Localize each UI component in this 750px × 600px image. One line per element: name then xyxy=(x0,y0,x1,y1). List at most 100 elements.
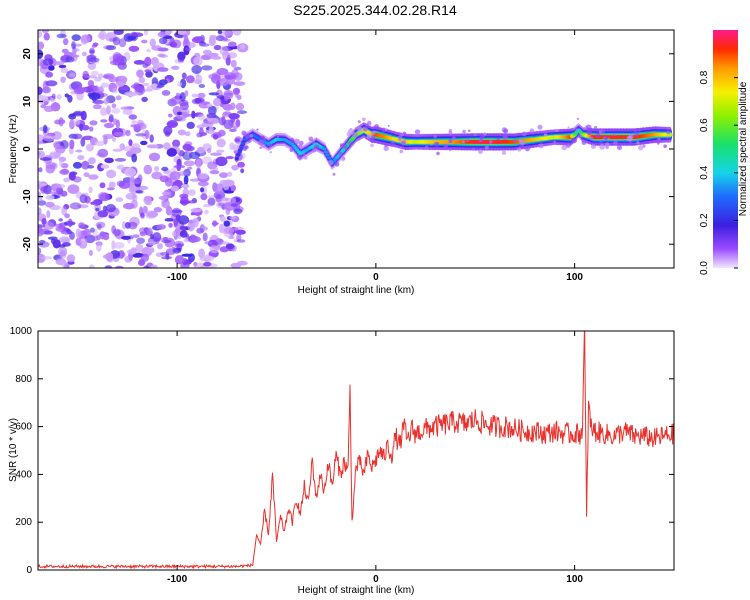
noise-blob xyxy=(209,170,220,175)
ridge-speckle xyxy=(479,138,483,143)
colorbar-tick-label: 0.6 xyxy=(699,118,710,132)
noise-blob xyxy=(126,92,139,97)
noise-blob xyxy=(73,119,81,125)
noise-blob xyxy=(85,143,94,152)
noise-blob xyxy=(105,252,114,262)
snr-x-axis-label: Height of straight line (km) xyxy=(298,585,415,596)
noise-blob xyxy=(52,223,64,227)
noise-blob xyxy=(219,216,226,222)
noise-blob xyxy=(52,152,61,157)
noise-blob xyxy=(208,195,215,199)
noise-blob xyxy=(161,239,172,243)
noise-blob xyxy=(120,106,128,110)
ridge-speckle xyxy=(555,128,559,132)
noise-blob xyxy=(89,126,94,132)
noise-blob xyxy=(112,118,118,125)
ridge-speckle xyxy=(433,134,438,139)
colorbar: 0.0 0.2 0.4 0.6 0.8 Normalized spectral ampl… xyxy=(699,30,749,275)
ridge-speckle xyxy=(461,140,465,144)
noise-blob xyxy=(97,86,104,94)
noise-blob xyxy=(166,121,178,127)
ridge-speckle xyxy=(248,140,251,143)
noise-blob xyxy=(232,87,241,95)
noise-blob xyxy=(236,260,248,266)
noise-blob xyxy=(212,134,219,140)
noise-blob xyxy=(53,61,65,66)
y-tick-label: 0 xyxy=(22,146,33,152)
noise-blob xyxy=(60,168,69,175)
noise-blob xyxy=(179,193,189,199)
ridge-speckle xyxy=(399,147,403,150)
noise-blob xyxy=(145,71,153,78)
noise-blob xyxy=(131,153,138,163)
ridge-speckle xyxy=(581,140,587,145)
ridge-speckle xyxy=(268,147,271,150)
y-tick-label: -10 xyxy=(22,189,33,204)
noise-blob xyxy=(121,235,131,240)
ridge-speckle xyxy=(658,137,661,141)
noise-blob xyxy=(125,192,137,200)
noise-blob xyxy=(186,75,195,84)
noise-blob xyxy=(102,133,114,140)
ridge-speckle xyxy=(613,140,618,145)
noise-blob xyxy=(88,186,93,194)
noise-blob xyxy=(106,105,111,115)
noise-blob xyxy=(164,177,173,187)
noise-blob xyxy=(177,129,186,136)
ridge-speckle xyxy=(585,124,592,131)
noise-blob xyxy=(203,261,212,267)
ridge-speckle xyxy=(599,143,605,150)
noise-blob xyxy=(43,124,48,134)
noise-blob xyxy=(45,195,55,200)
noise-blob xyxy=(184,90,189,97)
noise-blob xyxy=(223,37,228,41)
noise-blob xyxy=(38,134,43,142)
ridge-speckle xyxy=(626,135,633,142)
ridge-speckle xyxy=(586,129,593,136)
noise-blob xyxy=(55,226,67,232)
noise-blob xyxy=(40,186,47,194)
noise-blob xyxy=(59,159,64,167)
ridge-speckle xyxy=(308,136,314,142)
noise-blob xyxy=(187,42,196,49)
noise-blob xyxy=(157,31,167,38)
noise-blob xyxy=(183,238,189,243)
noise-blob xyxy=(103,98,110,105)
noise-blob xyxy=(136,237,146,244)
noise-blob xyxy=(198,248,206,259)
noise-blob xyxy=(202,232,208,242)
noise-blob xyxy=(126,249,137,255)
noise-blob xyxy=(229,128,237,132)
noise-blob xyxy=(229,215,237,220)
noise-blob xyxy=(140,253,150,262)
noise-blob xyxy=(100,107,108,116)
noise-blob xyxy=(132,178,142,185)
noise-blob xyxy=(234,226,244,231)
ridge-speckle xyxy=(543,133,548,137)
noise-blob xyxy=(177,215,190,225)
noise-blob xyxy=(152,232,162,242)
noise-blob xyxy=(138,227,148,234)
spectrogram-y-axis-label: Frequency (Hz) xyxy=(8,115,19,184)
ridge-speckle xyxy=(561,144,567,151)
noise-blob xyxy=(207,197,216,206)
ridge-speckle xyxy=(357,126,363,133)
noise-blob xyxy=(186,121,195,129)
noise-blob xyxy=(132,234,140,239)
noise-blob xyxy=(223,227,235,234)
noise-blob xyxy=(208,92,220,96)
noise-blob xyxy=(88,92,101,101)
noise-blob xyxy=(179,200,191,205)
noise-blob xyxy=(56,33,67,39)
noise-blob xyxy=(58,236,70,243)
noise-blob xyxy=(68,72,76,78)
x-tick-label: 100 xyxy=(566,574,583,585)
noise-blob xyxy=(75,228,82,239)
ridge-speckle xyxy=(599,128,605,134)
noise-blob xyxy=(96,242,102,252)
noise-blob xyxy=(223,119,234,130)
noise-blob xyxy=(92,99,105,105)
noise-blob xyxy=(181,72,187,80)
noise-blob xyxy=(176,111,183,116)
noise-blob xyxy=(86,75,97,79)
